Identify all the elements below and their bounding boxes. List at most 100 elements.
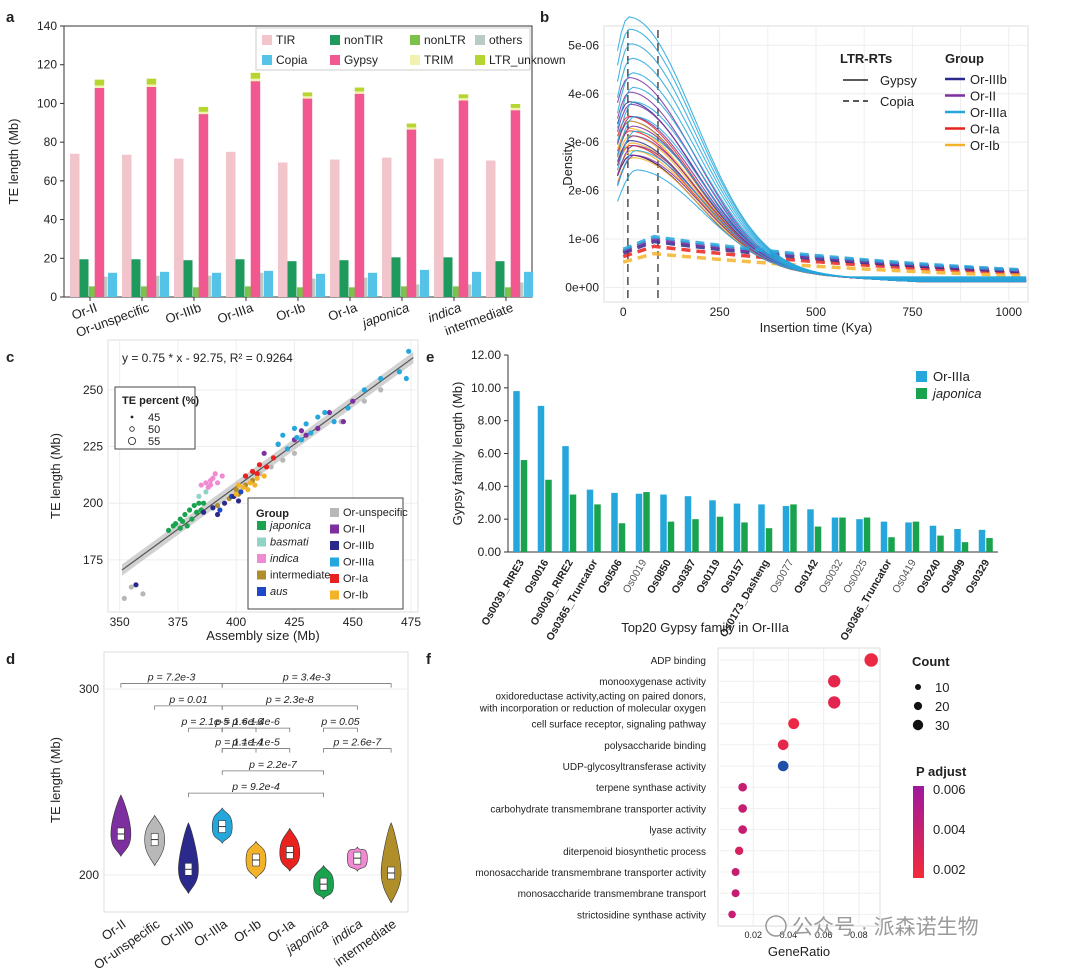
- point-Or-IIIa: [331, 419, 337, 425]
- point-Or-II: [315, 425, 321, 431]
- comparison-pvalue: p = 3.4e-3: [282, 672, 331, 684]
- bar-LTR_unknown: [458, 94, 469, 99]
- comparison-pvalue: p = 1.6e-6: [214, 716, 263, 728]
- bar-LTR_unknown: [250, 72, 261, 79]
- point-japonica: [182, 511, 188, 518]
- legend-swatch-indica: [257, 554, 266, 563]
- legend-label-Or-Ia: Or-Ia: [343, 573, 369, 585]
- y-tick-label: 2.00: [478, 512, 502, 526]
- point-Or-unspecific: [140, 591, 146, 597]
- x-axis-label: GeneRatio: [768, 944, 830, 959]
- point-Or-IIIb: [235, 498, 242, 504]
- comparison-pvalue: p = 1.4e-6: [231, 716, 280, 728]
- y-tick-label: 0e+00: [565, 280, 599, 294]
- go-term-label: monooxygenase activity: [599, 677, 706, 688]
- point-Or-IIIb: [210, 505, 216, 511]
- panel-b: 0 250 500 750 1000 0e+00 1e-06 2e-06 3e-06 4e-06 5…: [560, 16, 1029, 335]
- x-tick-label: Or-IIIb: [163, 300, 203, 327]
- y-axis-label: TE length (Mb): [48, 737, 63, 823]
- x-tick-label: 400: [226, 615, 246, 629]
- count-legend-dot: [913, 701, 923, 711]
- legend-group-label-Or-Ia: Or-Ia: [970, 122, 1000, 137]
- legend-swatch-LTR_unknown: [475, 55, 485, 65]
- point-japonica: [191, 502, 197, 509]
- bar-Copia: [264, 270, 273, 297]
- bar-Or-IIIa: [929, 525, 937, 552]
- point-Or-Ib: [261, 473, 267, 479]
- point-Or-unspecific: [128, 584, 134, 590]
- enrichment-dot: [828, 675, 841, 688]
- bar-japonica: [888, 537, 895, 552]
- bar-Or-IIIa: [782, 506, 790, 552]
- point-Or-unspecific: [378, 387, 384, 393]
- y-tick-label: 2e-06: [568, 184, 599, 198]
- point-Or-Ib: [235, 482, 242, 488]
- bar-japonica: [618, 523, 626, 552]
- bar-LTR_unknown: [510, 104, 521, 108]
- legend-swatch-Or-unspecific: [330, 508, 339, 517]
- legend-ltr-copia: Copia: [880, 94, 915, 109]
- bar-Or-IIIa: [905, 522, 912, 552]
- bar-Copia: [420, 269, 429, 297]
- legend-group-label-Or-II: Or-II: [970, 89, 996, 104]
- x-tick-label: 0.08: [850, 930, 868, 940]
- legend-swatch-TIR: [262, 35, 272, 45]
- point-Or-unspecific: [268, 464, 274, 470]
- go-term-label: UDP-glycosyltransferase activity: [563, 762, 706, 773]
- go-term-label: with incorporation or reduction of molec…: [479, 703, 706, 714]
- bar-TRIM: [510, 107, 521, 111]
- comparison-pvalue: p = 2.3e-8: [265, 694, 314, 706]
- point-indica: [207, 482, 214, 488]
- bar-TIR: [70, 153, 80, 297]
- point-japonica: [189, 516, 195, 522]
- bar-Gypsy: [406, 129, 417, 297]
- count-legend-dot: [912, 719, 924, 731]
- legend-swatch-nonLTR: [410, 35, 420, 45]
- y-axis-label: Gypsy family length (Mb): [450, 382, 465, 526]
- bar-japonica: [643, 492, 650, 552]
- padjust-colorbar: [913, 786, 924, 878]
- point-Or-IIIa: [403, 375, 409, 382]
- bar-LTR_unknown: [302, 92, 313, 97]
- bar-nonLTR: [141, 286, 150, 297]
- y-tick-label: 5e-06: [568, 38, 599, 52]
- count-legend-label: 10: [935, 680, 949, 695]
- padjust-legend-title: P adjust: [916, 764, 967, 779]
- point-Or-IIIa: [280, 432, 286, 438]
- point-basmati: [196, 493, 202, 499]
- x-tick-label: Or-IIIb: [157, 916, 196, 949]
- size-legend-dot: [129, 426, 135, 432]
- legend-label-TRIM: TRIM: [424, 53, 453, 67]
- bar-TRIM: [198, 111, 209, 115]
- enrichment-dot: [738, 825, 747, 834]
- y-tick-label: 40: [44, 213, 58, 227]
- bar-Gypsy: [354, 93, 365, 297]
- bar-Copia: [108, 272, 117, 297]
- x-tick-label: 0: [620, 305, 627, 319]
- legend-group-title: Group: [945, 51, 984, 66]
- legend-label-Gypsy: Gypsy: [344, 53, 378, 67]
- bar-Gypsy: [302, 98, 313, 297]
- bar-Or-IIIa: [709, 500, 716, 552]
- y-tick-label: 12.00: [471, 348, 501, 362]
- y-axis-label: Density: [560, 142, 575, 186]
- legend-swatch-japonica: [257, 521, 266, 530]
- bar-japonica: [692, 519, 699, 552]
- panel-f: 0.02 0.04 0.06 0.08 GeneRatio ADP binding mono…: [475, 647, 967, 959]
- x-tick-label: 350: [110, 615, 130, 629]
- bar-japonica: [667, 521, 675, 552]
- enrichment-dot: [738, 782, 747, 792]
- point-Or-Ia: [256, 462, 263, 468]
- comparison-pvalue: p = 0.05: [320, 716, 359, 728]
- bar-Copia: [160, 271, 169, 297]
- bar-nonLTR: [453, 286, 462, 297]
- comparison-pvalue: p = 0.01: [168, 694, 207, 706]
- point-Or-II: [298, 428, 305, 434]
- x-tick-label: Os0329: [963, 557, 992, 595]
- bar-TIR: [434, 158, 444, 297]
- y-tick-label: 60: [44, 174, 58, 188]
- legend-label-Copia: Copia: [276, 53, 308, 67]
- violin-Or-II: [110, 794, 132, 857]
- point-Or-unspecific: [361, 398, 367, 404]
